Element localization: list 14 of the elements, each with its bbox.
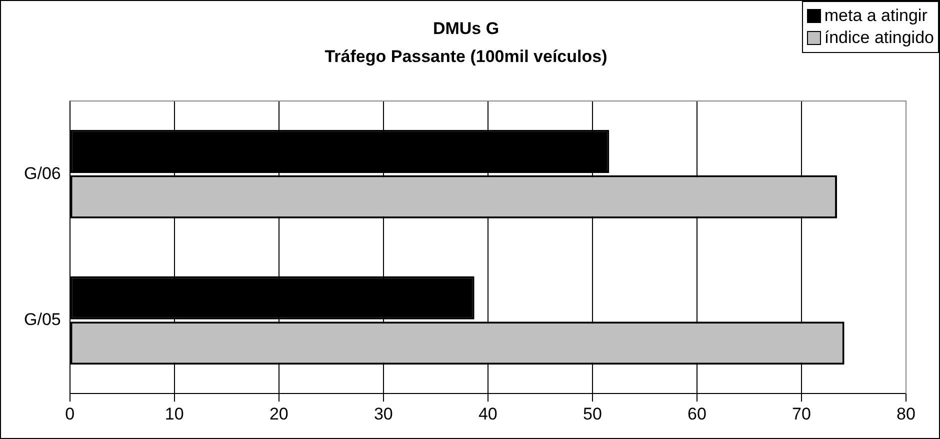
legend-label: índice atingido — [824, 28, 934, 48]
x-tick-label: 30 — [374, 404, 393, 424]
chart-title: DMUs G Tráfego Passante (100mil veículos) — [324, 18, 608, 68]
x-tick-label: 50 — [582, 404, 602, 424]
y-tick-label: G/05 — [24, 310, 61, 330]
x-tick-label: 20 — [269, 404, 288, 424]
x-tick-label: 10 — [164, 404, 184, 424]
x-tick-label: 70 — [792, 404, 811, 424]
y-tick-label: G/06 — [24, 164, 61, 183]
legend-label: meta a atingir — [824, 6, 928, 26]
x-tick-label: 60 — [688, 404, 706, 424]
x-tick-label: 80 — [896, 404, 916, 424]
x-tick-label: 40 — [478, 404, 498, 424]
x-tick-label: 0 — [65, 404, 75, 424]
